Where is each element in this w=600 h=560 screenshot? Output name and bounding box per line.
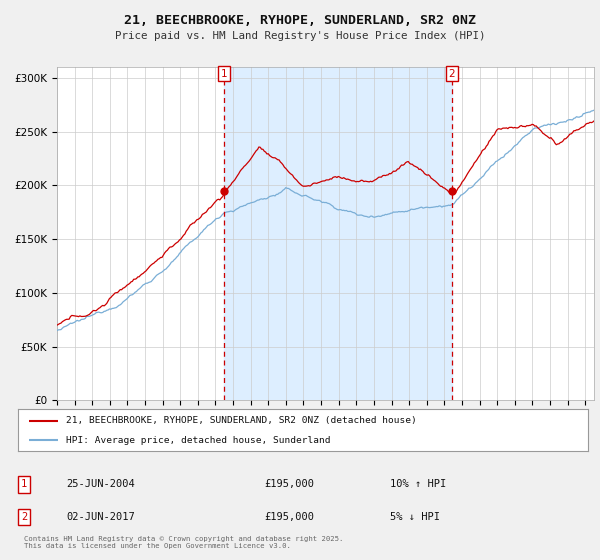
Text: Contains HM Land Registry data © Crown copyright and database right 2025.
This d: Contains HM Land Registry data © Crown c… [24, 536, 343, 549]
Text: 2: 2 [21, 512, 27, 522]
Text: 02-JUN-2017: 02-JUN-2017 [66, 512, 135, 522]
Text: 5% ↓ HPI: 5% ↓ HPI [390, 512, 440, 522]
Text: 2: 2 [448, 69, 455, 79]
Text: 21, BEECHBROOKE, RYHOPE, SUNDERLAND, SR2 0NZ: 21, BEECHBROOKE, RYHOPE, SUNDERLAND, SR2… [124, 14, 476, 27]
Text: Price paid vs. HM Land Registry's House Price Index (HPI): Price paid vs. HM Land Registry's House … [115, 31, 485, 41]
Bar [224, 67, 452, 400]
Text: £195,000: £195,000 [264, 512, 314, 522]
Text: 1: 1 [221, 69, 227, 79]
Text: 10% ↑ HPI: 10% ↑ HPI [390, 479, 446, 489]
Text: 21, BEECHBROOKE, RYHOPE, SUNDERLAND, SR2 0NZ (detached house): 21, BEECHBROOKE, RYHOPE, SUNDERLAND, SR2… [67, 416, 417, 425]
Text: 1: 1 [21, 479, 27, 489]
Text: 25-JUN-2004: 25-JUN-2004 [66, 479, 135, 489]
Text: £195,000: £195,000 [264, 479, 314, 489]
Text: HPI: Average price, detached house, Sunderland: HPI: Average price, detached house, Sund… [67, 436, 331, 445]
